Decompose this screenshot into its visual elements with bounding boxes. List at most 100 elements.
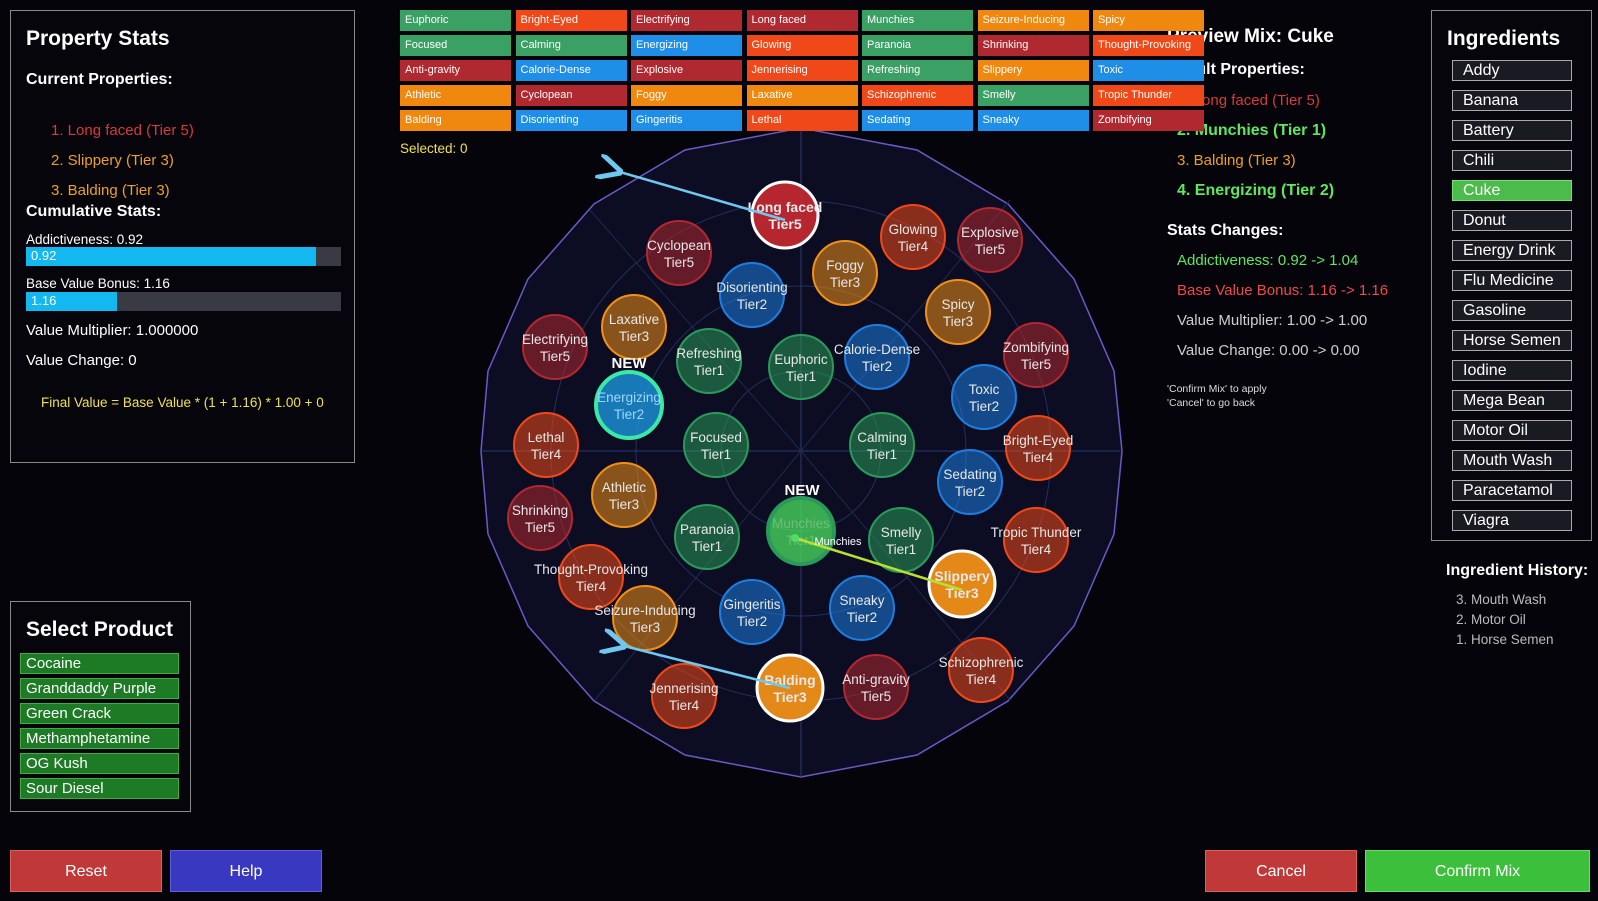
property-node[interactable] bbox=[507, 485, 573, 551]
property-node[interactable] bbox=[676, 328, 742, 394]
product-item[interactable]: Sour Diesel bbox=[20, 778, 179, 799]
property-node[interactable] bbox=[768, 334, 834, 400]
property-tag[interactable]: Anti-gravity bbox=[400, 60, 511, 81]
property-node[interactable] bbox=[646, 220, 712, 286]
property-tag[interactable]: Tropic Thunder bbox=[1093, 85, 1204, 106]
property-node[interactable] bbox=[522, 314, 588, 380]
ingredient-item[interactable]: Mouth Wash bbox=[1452, 450, 1572, 471]
property-tag[interactable]: Focused bbox=[400, 35, 511, 56]
property-tag[interactable]: Cyclopean bbox=[515, 85, 627, 106]
property-tag[interactable]: Shrinking bbox=[977, 35, 1089, 56]
property-node[interactable] bbox=[927, 549, 997, 619]
property-tag[interactable]: Thought-Provoking bbox=[1093, 35, 1204, 56]
property-node[interactable] bbox=[951, 364, 1017, 430]
property-tag[interactable]: Lethal bbox=[746, 110, 858, 131]
property-node[interactable] bbox=[651, 663, 717, 729]
property-tag[interactable]: Electrifying bbox=[631, 10, 742, 31]
property-tag[interactable]: Munchies bbox=[862, 10, 973, 31]
property-tag[interactable]: Glowing bbox=[746, 35, 858, 56]
property-node[interactable] bbox=[925, 279, 991, 345]
property-tag[interactable]: Toxic bbox=[1093, 60, 1204, 81]
confirm-hint: 'Confirm Mix' to apply bbox=[1167, 383, 1267, 395]
product-item[interactable]: Green Crack bbox=[20, 703, 179, 724]
ingredient-item[interactable]: Cuke bbox=[1452, 180, 1572, 201]
property-tag[interactable]: Spicy bbox=[1093, 10, 1204, 31]
property-tag[interactable]: Sedating bbox=[862, 110, 973, 131]
property-tag[interactable]: Foggy bbox=[631, 85, 742, 106]
property-node[interactable] bbox=[719, 262, 785, 328]
property-tag[interactable]: Disorienting bbox=[515, 110, 627, 131]
ingredient-item[interactable]: Mega Bean bbox=[1452, 390, 1572, 411]
product-item[interactable]: Methamphetamine bbox=[20, 728, 179, 749]
ingredient-item[interactable]: Banana bbox=[1452, 90, 1572, 111]
property-node[interactable] bbox=[683, 412, 749, 478]
ingredient-item[interactable]: Battery bbox=[1452, 120, 1572, 141]
ingredient-item[interactable]: Paracetamol bbox=[1452, 480, 1572, 501]
property-tag[interactable]: Laxative bbox=[746, 85, 858, 106]
property-node[interactable] bbox=[594, 370, 664, 440]
property-tag[interactable]: Bright-Eyed bbox=[515, 10, 627, 31]
property-node[interactable] bbox=[849, 412, 915, 478]
stat-change-item: Addictiveness: 0.92 -> 1.04 bbox=[1177, 252, 1359, 269]
property-tag[interactable]: Schizophrenic bbox=[862, 85, 973, 106]
property-tag[interactable]: Long faced bbox=[746, 10, 858, 31]
ingredient-item[interactable]: Addy bbox=[1452, 60, 1572, 81]
property-tag[interactable]: Energizing bbox=[631, 35, 742, 56]
property-node[interactable] bbox=[948, 637, 1014, 703]
help-button[interactable]: Help bbox=[170, 850, 322, 892]
property-node[interactable] bbox=[812, 240, 878, 306]
property-node[interactable] bbox=[601, 294, 667, 360]
property-tag[interactable]: Calorie-Dense bbox=[515, 60, 627, 81]
property-node[interactable] bbox=[957, 207, 1023, 273]
property-node[interactable] bbox=[719, 579, 785, 645]
ingredient-item[interactable]: Gasoline bbox=[1452, 300, 1572, 321]
property-tag[interactable]: Slippery bbox=[977, 60, 1089, 81]
reset-button[interactable]: Reset bbox=[10, 850, 162, 892]
property-node[interactable] bbox=[937, 449, 1003, 515]
property-node[interactable] bbox=[868, 507, 934, 573]
ingredient-item[interactable]: Energy Drink bbox=[1452, 240, 1572, 261]
ingredient-item[interactable]: Horse Semen bbox=[1452, 330, 1572, 351]
property-tag[interactable]: Smelly bbox=[977, 85, 1089, 106]
property-tag[interactable]: Refreshing bbox=[862, 60, 973, 81]
property-tag[interactable]: Explosive bbox=[631, 60, 742, 81]
ingredient-item[interactable]: Flu Medicine bbox=[1452, 270, 1572, 291]
property-node[interactable] bbox=[844, 324, 910, 390]
property-node[interactable] bbox=[1003, 322, 1069, 388]
ingredient-item[interactable]: Donut bbox=[1452, 210, 1572, 231]
property-node[interactable] bbox=[766, 496, 836, 566]
property-tag[interactable]: Balding bbox=[400, 110, 511, 131]
property-node[interactable] bbox=[829, 575, 895, 641]
property-node[interactable] bbox=[558, 544, 624, 610]
property-node[interactable] bbox=[880, 204, 946, 270]
property-tag[interactable]: Sneaky bbox=[977, 110, 1089, 131]
cancel-button[interactable]: Cancel bbox=[1205, 850, 1357, 892]
ingredient-item[interactable]: Motor Oil bbox=[1452, 420, 1572, 441]
property-tag[interactable]: Zombifying bbox=[1093, 110, 1204, 131]
property-tag[interactable]: Gingeritis bbox=[631, 110, 742, 131]
property-node[interactable] bbox=[674, 504, 740, 570]
property-node[interactable] bbox=[1003, 507, 1069, 573]
new-label: NEW bbox=[612, 355, 648, 372]
property-node-tier: Tier4 bbox=[1023, 450, 1054, 465]
product-item[interactable]: OG Kush bbox=[20, 753, 179, 774]
property-node[interactable] bbox=[843, 654, 909, 720]
property-node-tier: Tier1 bbox=[701, 447, 731, 462]
ingredient-item[interactable]: Chili bbox=[1452, 150, 1572, 171]
product-item[interactable]: Granddaddy Purple bbox=[20, 678, 179, 699]
ingredient-item[interactable]: Viagra bbox=[1452, 510, 1572, 531]
property-tag[interactable]: Jennerising bbox=[746, 60, 858, 81]
property-node[interactable] bbox=[591, 462, 657, 528]
property-node[interactable] bbox=[750, 180, 820, 250]
product-item[interactable]: Cocaine bbox=[20, 653, 179, 674]
property-node[interactable] bbox=[612, 585, 678, 651]
property-tag[interactable]: Paranoia bbox=[862, 35, 973, 56]
property-tag[interactable]: Euphoric bbox=[400, 10, 511, 31]
property-tag[interactable]: Athletic bbox=[400, 85, 511, 106]
property-tag[interactable]: Seizure-Inducing bbox=[977, 10, 1089, 31]
confirm-mix-button[interactable]: Confirm Mix bbox=[1365, 850, 1590, 892]
property-tag[interactable]: Calming bbox=[515, 35, 627, 56]
ingredient-item[interactable]: Iodine bbox=[1452, 360, 1572, 381]
property-node[interactable] bbox=[1005, 415, 1071, 481]
property-node[interactable] bbox=[513, 412, 579, 478]
